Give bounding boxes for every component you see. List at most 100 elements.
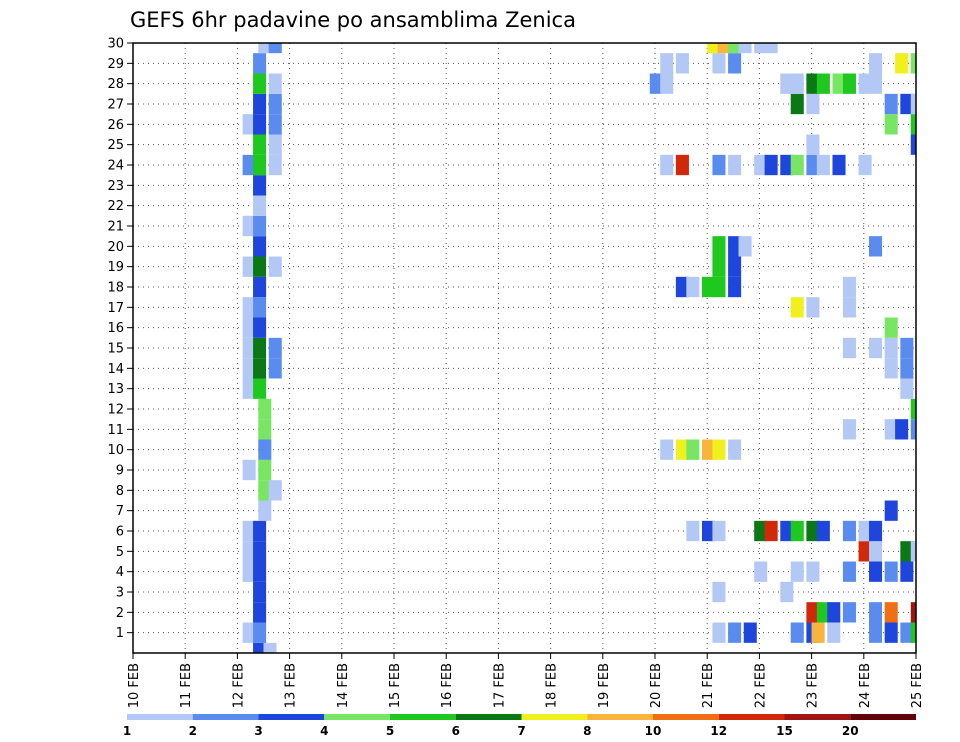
- x-tick-label: 18 FEB: [545, 663, 560, 708]
- heatmap-cell: [858, 73, 872, 94]
- heatmap-cell: [686, 439, 700, 460]
- heatmap-cell: [842, 520, 856, 542]
- heatmap-cell: [764, 43, 778, 54]
- heatmap-cell: [869, 520, 883, 542]
- heatmap-cell: [253, 642, 267, 653]
- heatmap-cell: [827, 622, 841, 643]
- heatmap-cell: [895, 419, 909, 440]
- y-tick-label: 17: [107, 301, 124, 316]
- heatmap-cell: [816, 520, 830, 542]
- y-tick-label: 26: [107, 118, 124, 133]
- y-tick-label: 29: [107, 57, 124, 72]
- x-tick-label: 15 FEB: [388, 663, 403, 708]
- chart-title: GEFS 6hr padavine po ansamblima Zenica: [130, 8, 576, 32]
- x-tick-label: 14 FEB: [336, 663, 351, 708]
- y-tick-label: 3: [116, 586, 124, 601]
- legend-color-swatch: [258, 714, 325, 720]
- heatmap-cell: [910, 93, 916, 115]
- heatmap-cell: [253, 622, 267, 643]
- heatmap-cell: [754, 520, 768, 542]
- heatmap-cell: [790, 73, 804, 94]
- heatmap-cell: [754, 154, 768, 176]
- legend-color-swatch: [850, 714, 916, 720]
- y-tick-label: 24: [107, 159, 124, 174]
- heatmap-cell: [910, 602, 916, 623]
- heatmap-cell: [712, 439, 726, 460]
- legend-label: 7: [517, 724, 525, 738]
- heatmap-cell: [900, 561, 914, 582]
- heatmap-cell: [242, 459, 256, 481]
- x-tick-label: 11 FEB: [179, 663, 194, 708]
- heatmap-cell: [242, 358, 256, 379]
- heatmap-cell: [258, 398, 272, 420]
- heatmap-cell: [780, 73, 794, 94]
- legend-label: 3: [254, 724, 262, 738]
- legend-color-swatch: [455, 714, 522, 720]
- heatmap-cell: [242, 317, 256, 338]
- heatmap-cell: [884, 317, 898, 338]
- legend-label: 20: [842, 724, 859, 738]
- y-tick-label: 1: [116, 626, 124, 641]
- heatmap-cell: [895, 53, 909, 74]
- y-tick-label: 27: [107, 98, 124, 113]
- heatmap-cell: [842, 561, 856, 582]
- heatmap-cell: [707, 43, 721, 54]
- heatmap-cell: [780, 520, 794, 542]
- heatmap-cell: [900, 337, 914, 359]
- heatmap-cell: [253, 154, 267, 176]
- heatmap-cell: [242, 561, 256, 582]
- x-tick-label: 12 FEB: [231, 663, 246, 708]
- y-tick-label: 22: [107, 199, 124, 214]
- heatmap-cell: [884, 93, 898, 115]
- heatmap-cell: [242, 541, 256, 562]
- heatmap-cell: [900, 541, 914, 562]
- heatmap-cell: [790, 622, 804, 643]
- heatmap-cell: [806, 297, 820, 318]
- heatmap-cell: [858, 520, 872, 542]
- heatmap-cell: [806, 73, 820, 94]
- heatmap-cell: [253, 297, 267, 318]
- heatmap-cell: [253, 561, 267, 582]
- heatmap-cell: [842, 337, 856, 359]
- legend-label: 15: [776, 724, 793, 738]
- heatmap-cell: [253, 520, 267, 542]
- heatmap-cell: [728, 439, 742, 460]
- heatmap-cell: [660, 53, 674, 74]
- heatmap-cell: [884, 561, 898, 582]
- heatmap-cell: [253, 378, 267, 399]
- heatmap-cell: [268, 256, 282, 277]
- heatmap-cell: [738, 236, 752, 257]
- heatmap-cell: [268, 93, 282, 115]
- x-tick-label: 25 FEB: [910, 663, 925, 708]
- heatmap-cell: [242, 256, 256, 277]
- heatmap-cell: [253, 358, 267, 379]
- heatmap-cell: [884, 602, 898, 623]
- x-tick-label: 23 FEB: [806, 663, 821, 708]
- heatmap-cell: [242, 154, 256, 176]
- heatmap-cell: [743, 622, 757, 643]
- heatmap-cell: [253, 93, 267, 115]
- heatmap-cell: [253, 236, 267, 257]
- heatmap-cell: [242, 337, 256, 359]
- heatmap-cell: [832, 154, 846, 176]
- heatmap-cell: [712, 622, 726, 643]
- heatmap-cell: [712, 256, 726, 277]
- y-tick-label: 25: [107, 138, 124, 153]
- heatmap-cell: [869, 541, 883, 562]
- heatmap-cell: [712, 236, 726, 257]
- heatmap-cell: [910, 541, 916, 562]
- x-tick-label: 20 FEB: [649, 663, 664, 708]
- heatmap-cell: [869, 53, 883, 74]
- heatmap-cell: [790, 93, 804, 115]
- legend-color-swatch: [653, 714, 719, 720]
- heatmap-cell: [816, 154, 830, 176]
- heatmap-cell: [832, 73, 846, 94]
- heatmap-cell: [884, 337, 898, 359]
- heatmap-cell: [910, 398, 916, 420]
- heatmap-cell: [712, 276, 726, 298]
- heatmap-cell: [268, 114, 282, 135]
- heatmap-cell: [253, 337, 267, 359]
- y-tick-label: 4: [116, 565, 124, 580]
- heatmap-cell: [675, 53, 689, 74]
- heatmap-cell: [754, 43, 768, 54]
